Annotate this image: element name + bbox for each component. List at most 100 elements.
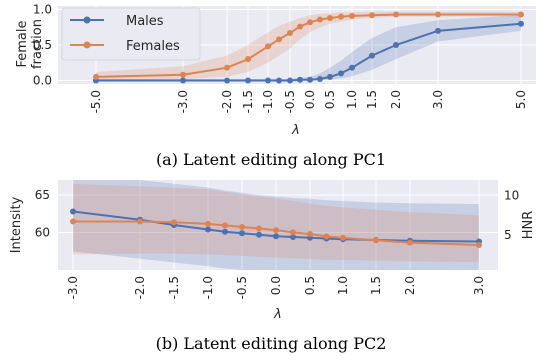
point-right xyxy=(476,241,482,248)
point-females xyxy=(245,56,251,63)
x-tick-label: 2.0 xyxy=(403,276,417,295)
panel-pc2: 60 65 5 10 -3.0 -2.0 -1.5 -1.0 -0.5 0.0 0.5 1.0 1.… xyxy=(9,180,536,353)
band-females xyxy=(96,11,521,81)
point-left xyxy=(256,231,262,238)
point-females xyxy=(327,15,333,22)
point-females xyxy=(297,23,303,30)
point-right xyxy=(290,229,296,236)
x-tick-label: 1.5 xyxy=(369,276,383,295)
bands-pc1 xyxy=(96,11,521,81)
x-tick-label: -3.0 xyxy=(66,276,80,299)
legend-marker-males xyxy=(83,16,91,24)
x-tick-label: -1.5 xyxy=(167,276,181,299)
x-tick-label: 1.5 xyxy=(365,90,379,109)
point-females xyxy=(265,43,271,50)
point-females xyxy=(435,11,441,18)
point-males xyxy=(297,76,303,83)
point-right xyxy=(273,227,279,234)
y-tick-label-left: 60 xyxy=(35,226,50,240)
series-lines-pc2 xyxy=(70,208,482,248)
y-axis-label-right-pc2: HNR xyxy=(521,211,536,240)
point-females xyxy=(287,29,293,36)
point-right xyxy=(373,237,379,244)
point-females xyxy=(224,64,230,71)
point-females xyxy=(276,36,282,43)
point-males xyxy=(327,73,333,80)
y-tick-label-left: 65 xyxy=(35,188,50,202)
x-tick-label: -5.0 xyxy=(89,90,103,113)
band-left xyxy=(73,180,479,270)
point-right xyxy=(239,223,245,230)
point-males xyxy=(369,52,375,59)
point-males xyxy=(338,70,344,77)
point-right xyxy=(137,218,143,225)
point-right xyxy=(407,239,413,246)
caption-pc2: (b) Latent editing along PC2 xyxy=(156,334,387,353)
x-tick-label: 5.0 xyxy=(514,90,528,109)
x-tick-labels-pc2: -3.0 -2.0 -1.5 -1.0 -0.5 0.0 0.5 1.0 1.5 2.0 3.0 xyxy=(66,276,486,299)
y-axis-label-pc1-line1: Female xyxy=(15,20,30,67)
y-axis-label-left-pc2: Intensity xyxy=(9,196,24,253)
x-axis-label-pc1: λ xyxy=(291,123,300,138)
x-tick-label: 0.0 xyxy=(269,276,283,295)
x-tick-label: -0.5 xyxy=(235,276,249,299)
y-tick-label-right: 10 xyxy=(504,189,519,203)
y-axis-label-pc1-line2: fraction xyxy=(30,19,45,69)
point-right xyxy=(70,218,76,225)
x-tick-label: 1.0 xyxy=(336,276,350,295)
x-tick-label: 1.0 xyxy=(345,90,359,109)
x-tick-label: 0.0 xyxy=(303,90,317,109)
y-tick-label: 1.0 xyxy=(33,3,52,17)
point-right xyxy=(205,220,211,227)
x-tick-labels-pc1: -5.0 -3.0 -2.0 -1.5 -1.0 -0.5 0.0 0.5 1.0 1.5 2.0 3… xyxy=(89,90,528,113)
point-males xyxy=(317,76,323,83)
point-females xyxy=(307,19,313,26)
x-tick-label: -2.0 xyxy=(133,276,147,299)
point-males xyxy=(349,64,355,71)
point-males xyxy=(393,42,399,48)
point-right xyxy=(256,225,262,232)
point-left xyxy=(222,228,228,235)
x-tick-label: 2.0 xyxy=(389,90,403,109)
legend-marker-females xyxy=(83,41,91,49)
y-tick-label-right: 5 xyxy=(504,228,512,242)
point-females xyxy=(338,13,344,20)
legend-label-females: Females xyxy=(126,39,180,54)
point-right xyxy=(340,234,346,241)
legend-pc1: Males Females xyxy=(61,7,201,61)
x-tick-label: -3.0 xyxy=(176,90,190,113)
point-males xyxy=(224,77,230,84)
x-tick-label: 3.0 xyxy=(472,276,486,295)
y-tick-label: 0.5 xyxy=(33,38,52,52)
point-right xyxy=(307,231,313,237)
point-right xyxy=(222,222,228,229)
x-tick-label: 3.0 xyxy=(431,90,445,109)
x-tick-label: -1.5 xyxy=(241,90,255,113)
point-males xyxy=(245,77,251,84)
x-axis-label-pc2: λ xyxy=(273,307,282,322)
y-tick-labels-left-pc2: 60 65 xyxy=(35,188,50,240)
point-males xyxy=(435,27,441,34)
point-females xyxy=(518,11,524,18)
point-females xyxy=(349,12,355,19)
point-males xyxy=(307,76,313,83)
point-left xyxy=(290,234,296,240)
band-males xyxy=(96,15,521,81)
x-tick-label: 0.5 xyxy=(323,90,337,109)
point-left xyxy=(239,230,245,237)
series-lines-pc1 xyxy=(93,11,524,84)
y-tick-labels-right-pc2: 5 10 xyxy=(504,189,519,242)
y-tick-label: 0.0 xyxy=(33,73,52,87)
legend-label-males: Males xyxy=(126,14,164,29)
point-females xyxy=(93,73,99,80)
point-females xyxy=(369,12,375,19)
caption-pc1: (a) Latent editing along PC1 xyxy=(156,150,386,169)
x-tick-label: -1.0 xyxy=(201,276,215,299)
y-tick-labels-pc1: 0.0 0.5 1.0 xyxy=(33,3,52,88)
point-left xyxy=(205,226,211,233)
point-females xyxy=(180,71,186,78)
point-males xyxy=(180,77,186,84)
x-tick-label: -2.0 xyxy=(220,90,234,113)
point-right xyxy=(171,219,177,226)
